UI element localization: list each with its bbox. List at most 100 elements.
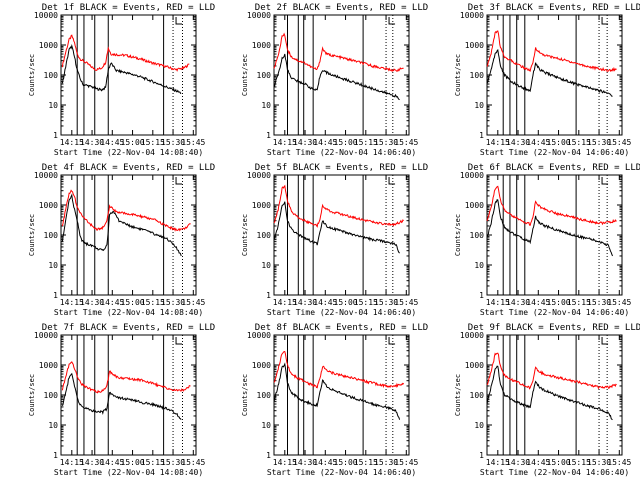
panel-2-events-line (273, 53, 400, 101)
panel-5-x-tick-label: 14:30 (293, 298, 317, 307)
panel-2-title: Det 2f BLACK = Events, RED = LLD (255, 3, 428, 13)
panel-6-y-tick-label: 10000 (460, 171, 484, 180)
panel-6-axes (486, 174, 623, 296)
panel-9-events-line (486, 365, 613, 421)
panel-9-y-tick-label: 1 (479, 451, 484, 460)
panel-5-legend-marker (388, 177, 396, 185)
panel-9-x-label: Start Time (22-Nov-04 14:06:40) (480, 468, 629, 477)
panel-9-x-tick-label: 14:45 (526, 458, 550, 467)
panel-9-y-tick-label: 1000 (465, 361, 484, 370)
panel-3-y-tick-label: 10000 (460, 11, 484, 20)
panel-1-lld-line (61, 34, 190, 72)
panel-3-x-tick-label: 15:15 (567, 138, 591, 147)
panel-2-x-tick-label: 15:30 (374, 138, 398, 147)
panel-8-y-tick-label: 1 (266, 451, 271, 460)
panel-6-events-line (486, 199, 613, 257)
panel-6-x-tick-label: 15:30 (587, 298, 611, 307)
panel-2-legend-marker (388, 17, 396, 25)
panel-7-x-tick-label: 14:15 (60, 458, 84, 467)
panel-3-y-tick-label: 1000 (465, 41, 484, 50)
panel-3-x-label: Start Time (22-Nov-04 14:06:40) (480, 148, 629, 157)
panel-7-y-tick-label: 1 (53, 451, 58, 460)
panel-3-x-tick-label: 15:45 (607, 138, 631, 147)
panel-9-y-label: Counts/sec (454, 374, 462, 416)
panel-3-title: Det 3f BLACK = Events, RED = LLD (468, 3, 640, 13)
panel-2-x-tick-label: 15:00 (334, 138, 358, 147)
panel-3-legend-marker (601, 17, 609, 25)
panel-9-x-tick-label: 15:30 (587, 458, 611, 467)
panel-7-x-tick-label: 15:00 (121, 458, 145, 467)
panel-4-y-tick-label: 1000 (39, 201, 58, 210)
panel-2-x-tick-label: 14:30 (293, 138, 317, 147)
panel-1-x-tick-label: 14:30 (80, 138, 104, 147)
panel-4-y-tick-label: 10 (48, 261, 58, 270)
panel-1-title: Det 1f BLACK = Events, RED = LLD (42, 3, 215, 13)
panel-4-x-tick-label: 15:00 (121, 298, 145, 307)
panel-9-y-tick-label: 10 (474, 421, 484, 430)
panel-5-y-tick-label: 10 (261, 261, 271, 270)
panel-2-y-tick-label: 1 (266, 131, 271, 140)
panel-4-lld-line (61, 189, 191, 232)
panel-5-x-tick-label: 15:15 (354, 298, 378, 307)
panel-1-y-tick-label: 10000 (34, 11, 58, 20)
panel-2-y-tick-label: 10 (261, 101, 271, 110)
panel-5-y-tick-label: 100 (257, 231, 272, 240)
panel-5-x-label: Start Time (22-Nov-04 14:06:40) (267, 308, 416, 317)
panel-3-x-tick-label: 14:45 (526, 138, 550, 147)
panel-1-y-tick-label: 100 (44, 71, 59, 80)
panel-8-y-tick-label: 100 (257, 391, 272, 400)
panel-5-y-tick-label: 1000 (252, 201, 271, 210)
panel-3-y-label: Counts/sec (454, 54, 462, 96)
panel-8-x-label: Start Time (22-Nov-04 14:06:40) (267, 468, 416, 477)
panel-1-events-line (61, 44, 182, 95)
panel-2-x-label: Start Time (22-Nov-04 14:06:40) (267, 148, 416, 157)
panel-5-axes (273, 174, 410, 296)
panel-1-y-tick-label: 1 (53, 131, 58, 140)
panel-6-y-tick-label: 1 (479, 291, 484, 300)
panel-5-lld-line (273, 184, 404, 228)
panel-8-title: Det 8f BLACK = Events, RED = LLD (255, 323, 428, 333)
panel-5-y-label: Counts/sec (241, 214, 249, 256)
panel-4-events-line (61, 193, 182, 257)
panel-9-x-tick-label: 15:00 (547, 458, 571, 467)
panel-2-y-tick-label: 1000 (252, 41, 271, 50)
panel-3-x-tick-label: 15:00 (547, 138, 571, 147)
panel-1-x-label: Start Time (22-Nov-04 14:08:40) (54, 148, 203, 157)
panel-1-axes (60, 14, 197, 136)
panel-6-y-tick-label: 100 (470, 231, 485, 240)
panel-6-y-tick-label: 1000 (465, 201, 484, 210)
panel-1-y-label: Counts/sec (28, 54, 36, 96)
panel-1-x-tick-label: 15:15 (141, 138, 165, 147)
panel-1-x-tick-label: 14:45 (100, 138, 124, 147)
panel-2-y-tick-label: 10000 (247, 11, 271, 20)
panel-4-x-tick-label: 14:15 (60, 298, 84, 307)
panel-8-x-tick-label: 15:45 (394, 458, 418, 467)
panel-7-legend-marker (175, 337, 183, 345)
panel-8-y-label: Counts/sec (241, 374, 249, 416)
panel-4-x-label: Start Time (22-Nov-04 14:08:40) (54, 308, 203, 317)
panel-6-x-label: Start Time (22-Nov-04 14:06:40) (480, 308, 629, 317)
panel-4-axes (60, 174, 197, 296)
panel-5-y-tick-label: 1 (266, 291, 271, 300)
panel-3-y-tick-label: 1 (479, 131, 484, 140)
panel-6-x-tick-label: 14:15 (486, 298, 510, 307)
panel-4-x-tick-label: 15:15 (141, 298, 165, 307)
panel-9-legend-marker (601, 337, 609, 345)
panel-7-x-label: Start Time (22-Nov-04 14:08:40) (54, 468, 203, 477)
panel-6-x-tick-label: 15:00 (547, 298, 571, 307)
panel-3-y-tick-label: 100 (470, 71, 485, 80)
panel-1-x-tick-label: 15:00 (121, 138, 145, 147)
panel-8-x-tick-label: 15:15 (354, 458, 378, 467)
panel-8-legend-marker (388, 337, 396, 345)
panel-1-x-tick-label: 15:30 (161, 138, 185, 147)
panel-4-x-tick-label: 15:45 (181, 298, 205, 307)
panel-4-legend-marker (175, 177, 183, 185)
panel-7-x-tick-label: 14:30 (80, 458, 104, 467)
panel-7-x-tick-label: 14:45 (100, 458, 124, 467)
panel-4-x-tick-label: 14:45 (100, 298, 124, 307)
panel-1-y-tick-label: 10 (48, 101, 58, 110)
panel-5-title: Det 5f BLACK = Events, RED = LLD (255, 163, 428, 173)
panel-7-y-tick-label: 10 (48, 421, 58, 430)
panel-8-x-tick-label: 15:30 (374, 458, 398, 467)
